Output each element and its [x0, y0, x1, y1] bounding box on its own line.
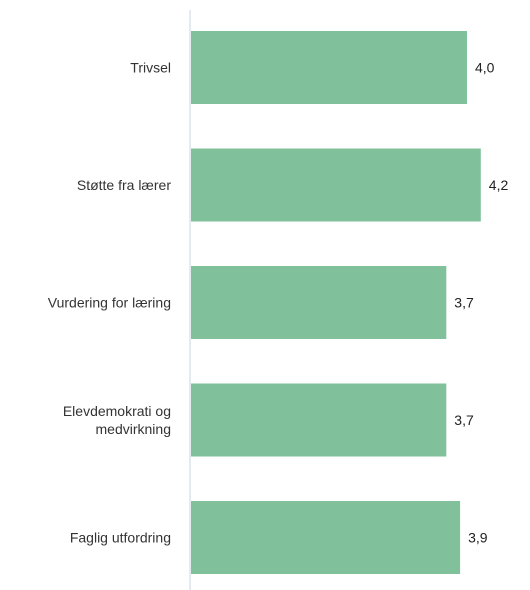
- category-label: Trivsel: [130, 60, 171, 76]
- bar: [191, 266, 447, 339]
- bar-value-label: 3,7: [454, 295, 474, 311]
- bar-value-label: 3,7: [454, 412, 474, 428]
- bar-value-label: 4,0: [475, 60, 495, 76]
- category-label: Støtte fra lærer: [77, 177, 171, 193]
- bar: [191, 383, 447, 457]
- bar-value-label: 3,9: [468, 530, 488, 546]
- bar: [191, 31, 467, 104]
- category-label: Vurdering for læring: [48, 295, 171, 311]
- category-label: Faglig utfordring: [70, 530, 171, 546]
- bar: [191, 148, 481, 222]
- bars-group: [191, 31, 481, 574]
- bar: [191, 501, 461, 574]
- category-labels-group: Trivsel Støtte fra lærer Vurdering for lær…: [48, 60, 172, 546]
- value-labels-group: 4,0 4,2 3,7 3,7 3,9: [454, 60, 508, 546]
- category-label: Elevdemokrati og medvirkning: [63, 403, 171, 437]
- bar-value-label: 4,2: [489, 177, 509, 193]
